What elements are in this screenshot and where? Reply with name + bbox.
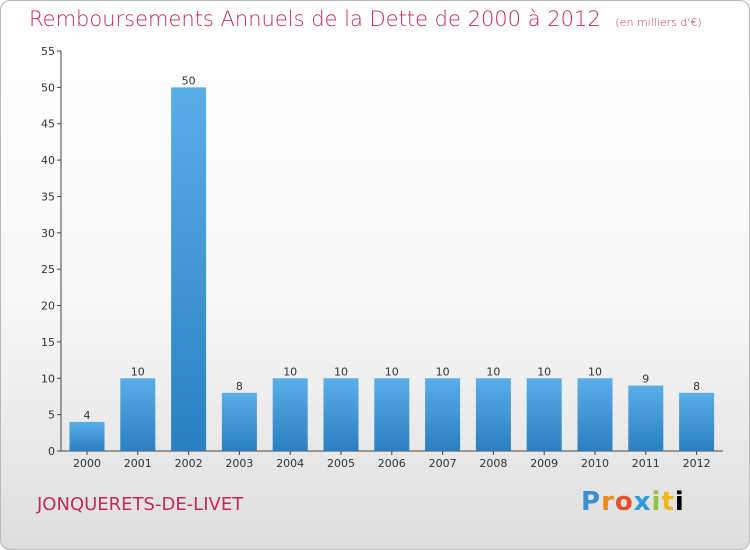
chart-unit: (en milliers d'€)	[615, 16, 702, 29]
x-tick-label: 2010	[581, 457, 609, 470]
x-tick-label: 2001	[124, 457, 152, 470]
y-tick-label: 50	[41, 81, 55, 94]
logo-letter: t	[661, 487, 675, 517]
bar-value-label: 10	[537, 365, 551, 378]
bar-value-label: 10	[385, 365, 399, 378]
chart-bars	[69, 87, 715, 451]
x-tick-label: 2009	[530, 457, 558, 470]
y-tick-label: 25	[41, 263, 55, 276]
x-tick-label: 2012	[683, 457, 711, 470]
town-name: JONQUERETS-DE-LIVET	[37, 494, 244, 515]
bar	[69, 421, 105, 451]
logo-letter: i	[651, 487, 662, 517]
y-tick-label: 20	[41, 300, 55, 313]
bar-value-label: 10	[334, 365, 348, 378]
y-tick-label: 15	[41, 336, 55, 349]
logo-letter: P	[581, 487, 602, 517]
y-tick-label: 55	[41, 45, 55, 58]
y-tick-label: 45	[41, 118, 55, 131]
bar-value-label: 10	[283, 365, 297, 378]
logo-letter: r	[601, 487, 615, 517]
bar-value-label: 10	[436, 365, 450, 378]
bar	[323, 378, 359, 451]
x-tick-label: 2005	[327, 457, 355, 470]
bar	[577, 378, 613, 451]
chart-title-text: Remboursements Annuels de la Dette de 20…	[29, 7, 601, 31]
bar	[171, 87, 207, 451]
bar	[120, 378, 156, 451]
logo-letter: i	[674, 487, 685, 517]
bar	[374, 378, 410, 451]
chart-labels: 2000 4 2001 10 2002 50 2003 8 2004 10 2005 10 2006 10…	[73, 74, 711, 470]
bar	[679, 392, 715, 451]
bar-value-label: 8	[693, 380, 700, 393]
bar	[475, 378, 511, 451]
bar	[425, 378, 461, 451]
bar	[272, 378, 308, 451]
x-tick-label: 2008	[479, 457, 507, 470]
y-tick-label: 0	[48, 445, 55, 458]
bar-value-label: 10	[588, 365, 602, 378]
x-tick-label: 2011	[632, 457, 660, 470]
bar	[628, 385, 664, 451]
y-tick-label: 35	[41, 190, 55, 203]
y-tick-label: 5	[48, 409, 55, 422]
logo-letter: x	[633, 487, 652, 517]
bar-value-label: 10	[131, 365, 145, 378]
y-tick-label: 10	[41, 372, 55, 385]
chart-title: Remboursements Annuels de la Dette de 20…	[29, 7, 702, 31]
bar-value-label: 9	[642, 373, 649, 386]
bar-value-label: 4	[84, 409, 91, 422]
x-tick-label: 2003	[225, 457, 253, 470]
proxiti-logo: Proxiti	[581, 487, 685, 517]
bar-value-label: 50	[182, 74, 196, 87]
x-tick-label: 2007	[429, 457, 457, 470]
x-tick-label: 2006	[378, 457, 406, 470]
x-tick-label: 2002	[175, 457, 203, 470]
bar-value-label: 8	[236, 380, 243, 393]
x-tick-label: 2004	[276, 457, 304, 470]
y-tick-label: 30	[41, 227, 55, 240]
bar-value-label: 10	[486, 365, 500, 378]
x-tick-label: 2000	[73, 457, 101, 470]
logo-letter: o	[614, 487, 634, 517]
y-tick-label: 40	[41, 154, 55, 167]
bar	[526, 378, 562, 451]
bar	[221, 392, 257, 451]
